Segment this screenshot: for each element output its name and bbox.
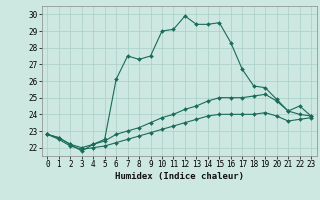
X-axis label: Humidex (Indice chaleur): Humidex (Indice chaleur) (115, 172, 244, 181)
